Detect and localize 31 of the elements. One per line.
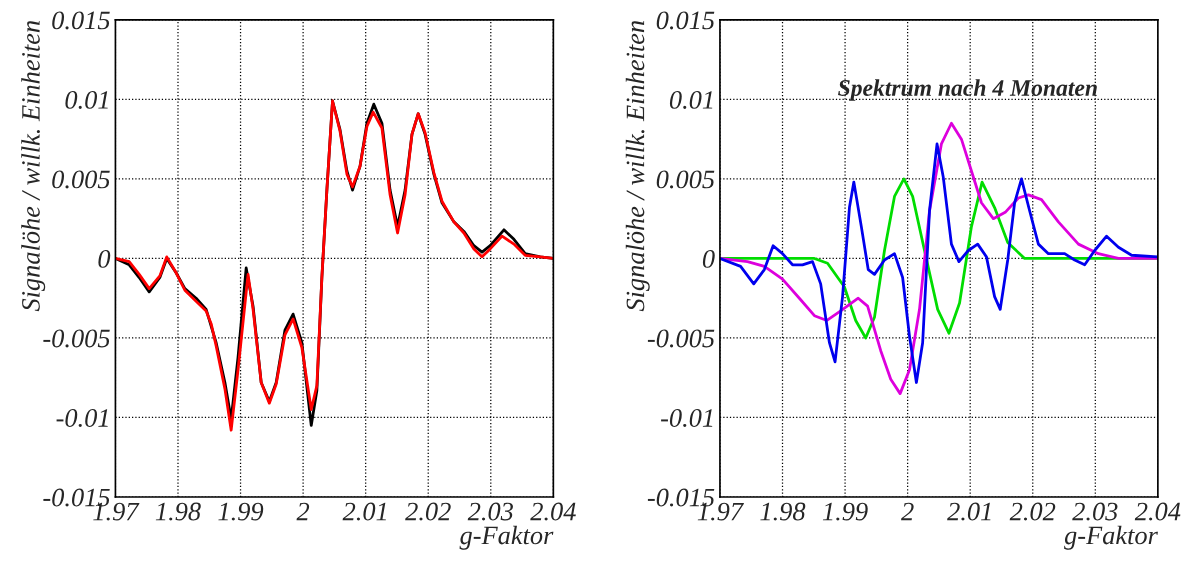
x-axis-title: g-Faktor bbox=[1064, 525, 1158, 550]
y-tick-label: -0.01 bbox=[661, 409, 713, 428]
x-tick-label: 1.98 bbox=[155, 502, 201, 521]
y-tick-label: -0.005 bbox=[647, 329, 715, 348]
x-tick-label: 2.03 bbox=[1072, 502, 1118, 521]
x-axis-title: g-Faktor bbox=[459, 525, 554, 550]
y-tick-label: 0.015 bbox=[52, 11, 110, 30]
y-tick-label: 0.01 bbox=[65, 91, 108, 109]
y-tick-label: -0.005 bbox=[43, 329, 110, 348]
x-tick-label: 1.98 bbox=[760, 502, 806, 521]
y-tick-label: 0 bbox=[98, 250, 111, 268]
x-tick-label: 2.01 bbox=[947, 502, 991, 521]
x-tick-label: 2.03 bbox=[467, 502, 513, 521]
x-tick-label: 2.01 bbox=[342, 502, 386, 521]
x-tick-label: 1.99 bbox=[218, 502, 264, 521]
x-tick-label: 2.02 bbox=[1009, 502, 1056, 521]
annotation: Spektrum nach 4 Monaten bbox=[838, 79, 1097, 101]
x-tick-label: 2 bbox=[901, 502, 914, 521]
y-axis-title: Signalöhe / willk. Einheiten bbox=[625, 20, 650, 312]
y-tick-label: 0.005 bbox=[52, 170, 110, 189]
x-tick-label: 2.02 bbox=[405, 502, 451, 521]
x-tick-label: 2.04 bbox=[1134, 502, 1181, 521]
y-tick-label: 0.005 bbox=[656, 170, 715, 189]
x-tick-label: 2 bbox=[296, 502, 310, 521]
y-tick-label: 0 bbox=[702, 250, 715, 268]
y-tick-label: -0.01 bbox=[56, 409, 108, 428]
y-tick-label: 0.01 bbox=[669, 91, 713, 109]
x-tick-label: 1.99 bbox=[822, 502, 868, 521]
y-axis-title: Signalöhe / willk. Einheiten bbox=[21, 20, 46, 312]
x-tick-label: 2.04 bbox=[530, 502, 576, 521]
y-tick-label: 0.015 bbox=[656, 11, 715, 30]
